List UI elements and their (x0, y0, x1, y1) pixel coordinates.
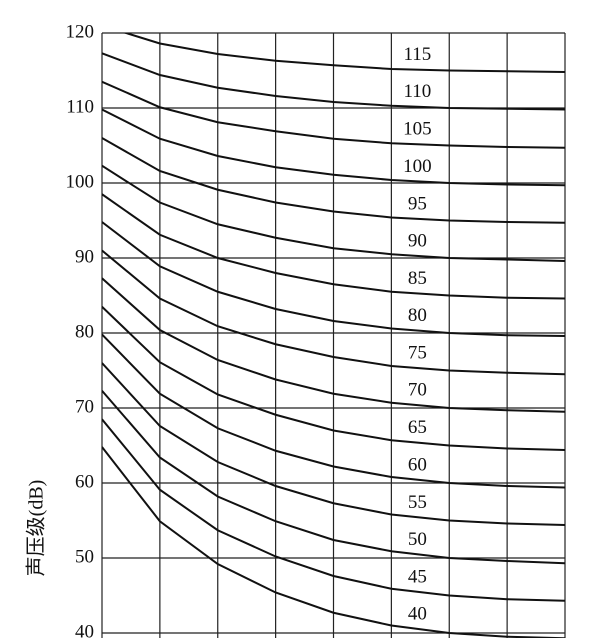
y-tick-label: 90 (75, 246, 94, 267)
curve (102, 52, 565, 111)
curve-label: 100 (403, 156, 432, 177)
curve (102, 164, 565, 262)
y-tick-label: 40 (75, 621, 94, 638)
curve (102, 221, 565, 337)
y-tick-label: 120 (66, 21, 95, 42)
curve-label: 50 (408, 529, 427, 550)
curve (102, 390, 565, 565)
curve-label: 40 (408, 604, 427, 625)
curve-label: 95 (408, 193, 427, 214)
curve (102, 80, 565, 149)
plot-area (102, 33, 565, 638)
curve (102, 306, 565, 451)
y-tick-label: 70 (75, 396, 94, 417)
curve (102, 446, 565, 638)
curve-label: 70 (408, 380, 427, 401)
y-axis-label: 声压级(dB) (25, 480, 48, 577)
curve-label: 45 (408, 566, 427, 587)
curve (102, 249, 565, 376)
curve-label: 110 (403, 81, 431, 102)
y-tick-label: 60 (75, 471, 94, 492)
curve-label: 90 (408, 230, 427, 251)
curve-label: 115 (403, 44, 431, 65)
curve-label: 55 (408, 492, 427, 513)
y-tick-label: 50 (75, 546, 94, 567)
curve (102, 108, 565, 187)
curve (122, 33, 565, 73)
curve (102, 137, 565, 224)
curve (102, 418, 565, 602)
curve (102, 333, 565, 489)
curve (102, 193, 565, 300)
y-tick-label: 110 (66, 96, 94, 117)
curve (102, 362, 565, 526)
curve-label: 75 (408, 343, 427, 364)
curve (102, 277, 565, 413)
curve-label: 85 (408, 268, 427, 289)
curve-label: 105 (403, 119, 432, 140)
curve-label: 80 (408, 305, 427, 326)
curve-label: 65 (408, 417, 427, 438)
y-tick-label: 100 (66, 171, 95, 192)
curve-label: 60 (408, 454, 427, 475)
y-tick-label: 80 (75, 321, 94, 342)
